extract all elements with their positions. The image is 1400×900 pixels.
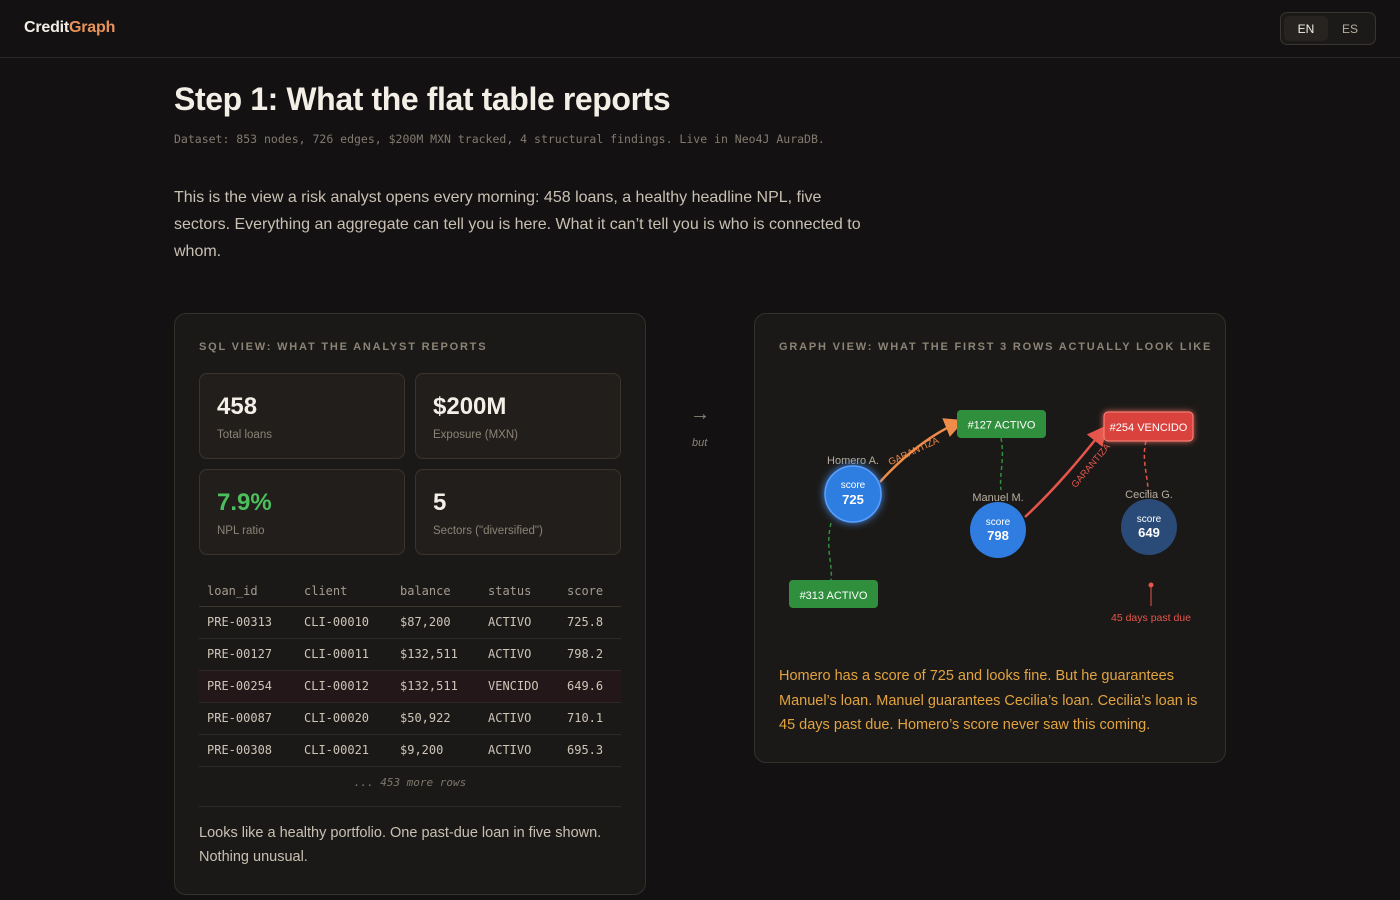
table-row[interactable]: PRE-00127 CLI-00011 $132,511 ACTIVO 798.… [199, 638, 621, 671]
right-arrow-icon: → [690, 403, 710, 425]
cell-client: CLI-00021 [296, 734, 392, 767]
col-loan-id: loan_id [199, 576, 296, 607]
stat-exposure: $200M Exposure (MXN) [415, 373, 621, 459]
edge-homero-guarantees-127 [879, 418, 965, 483]
loan-node-313[interactable] [789, 580, 878, 608]
col-balance: balance [392, 576, 480, 607]
stat-total-loans: 458 Total loans [199, 373, 405, 459]
person-score-label: score [986, 517, 1011, 528]
edge-homero-loan313 [828, 522, 833, 581]
cell-score: 695.3 [559, 734, 621, 767]
stat-value: 5 [433, 489, 447, 516]
cell-score: 725.8 [559, 606, 621, 639]
person-name-cecilia: Cecilia G. [1125, 489, 1173, 501]
logo-part-credit: Credit [24, 19, 70, 36]
cell-loan-id: PRE-00087 [199, 702, 296, 735]
person-node-homero[interactable] [824, 465, 882, 523]
person-score-value: 798 [987, 528, 1009, 543]
stat-value: $200M [433, 393, 507, 420]
person-name-manuel: Manuel M. [972, 492, 1023, 504]
cell-balance: $9,200 [392, 734, 480, 767]
logo-part-graph: Graph [69, 19, 116, 36]
person-score-value: 649 [1138, 525, 1160, 540]
stat-label: Total loans [217, 429, 272, 441]
cell-status: ACTIVO [480, 734, 559, 767]
col-client: client [296, 576, 392, 607]
more-rows-indicator: ... 453 more rows [353, 776, 467, 789]
cell-status: ACTIVO [480, 702, 559, 735]
graph-view-panel: GRAPH VIEW: WHAT THE FIRST 3 ROWS ACTUAL… [754, 313, 1226, 763]
lang-en-button[interactable]: EN [1284, 16, 1328, 41]
connector-label: but [692, 437, 708, 449]
table-row[interactable]: PRE-00308 CLI-00021 $9,200 ACTIVO 695.3 [199, 734, 621, 767]
cell-score: 649.6 [559, 670, 621, 703]
sql-view-panel: SQL VIEW: WHAT THE ANALYST REPORTS 458 T… [174, 313, 646, 895]
cell-score: 710.1 [559, 702, 621, 735]
cell-status: ACTIVO [480, 638, 559, 671]
stat-label: Sectors ("diversified") [433, 525, 543, 537]
graph-view-note: Homero has a score of 725 and looks fine… [779, 668, 1198, 733]
language-toggle: EN ES [1280, 12, 1376, 45]
cell-balance: $132,511 [392, 638, 480, 671]
loan-node-127-label: #127 ACTIVO [968, 420, 1036, 432]
stat-label: NPL ratio [217, 525, 265, 537]
sql-view-label: SQL VIEW: WHAT THE ANALYST REPORTS [199, 341, 488, 353]
cell-client: CLI-00011 [296, 638, 392, 671]
edge-label-guarantee: GARANTIZA [1070, 441, 1114, 490]
person-name-homero: Homero A. [827, 455, 879, 467]
person-score-label: score [1137, 514, 1162, 525]
edge-label-guarantee: GARANTIZA [887, 435, 942, 468]
loan-node-254-label: #254 VENCIDO [1110, 422, 1188, 434]
cell-client: CLI-00012 [296, 670, 392, 703]
lang-es-button[interactable]: ES [1341, 21, 1358, 36]
logo[interactable]: CreditGraph [24, 19, 115, 37]
edge-cecilia-loan254 [1143, 440, 1149, 497]
loans-table: loan_id client balance status score PRE-… [199, 576, 621, 767]
edge-manuel-loan127 [999, 437, 1004, 491]
divider [199, 806, 621, 807]
table-row-past-due[interactable]: PRE-00254 CLI-00012 $132,511 VENCIDO 649… [199, 670, 621, 703]
cell-balance: $50,922 [392, 702, 480, 735]
cell-loan-id: PRE-00127 [199, 638, 296, 671]
cell-status: ACTIVO [480, 606, 559, 639]
stat-label: Exposure (MXN) [433, 429, 518, 441]
cell-score: 798.2 [559, 638, 621, 671]
cell-loan-id: PRE-00254 [199, 670, 296, 703]
stat-sectors: 5 Sectors ("diversified") [415, 469, 621, 555]
stat-npl-ratio: 7.9% NPL ratio [199, 469, 405, 555]
page-title: Step 1: What the flat table reports [174, 81, 671, 117]
cell-balance: $132,511 [392, 670, 480, 703]
stat-value: 7.9% [217, 489, 272, 516]
cell-loan-id: PRE-00313 [199, 606, 296, 639]
past-due-dot [1148, 582, 1154, 588]
cell-client: CLI-00010 [296, 606, 392, 639]
person-node-cecilia[interactable] [1121, 499, 1177, 555]
loan-node-313-label: #313 ACTIVO [800, 590, 868, 602]
loan-node-254[interactable] [1103, 411, 1194, 442]
intro-paragraph: This is the view a risk analyst opens ev… [174, 189, 861, 260]
cell-status: VENCIDO [480, 670, 559, 703]
top-bar: CreditGraph EN ES [0, 0, 1400, 58]
edge-manuel-guarantees-254 [1024, 425, 1108, 518]
dataset-meta: Dataset: 853 nodes, 726 edges, $200M MXN… [174, 132, 825, 146]
graph-view-label: GRAPH VIEW: WHAT THE FIRST 3 ROWS ACTUAL… [779, 341, 1213, 353]
table-row[interactable]: PRE-00313 CLI-00010 $87,200 ACTIVO 725.8 [199, 606, 621, 639]
stat-value: 458 [217, 393, 258, 420]
person-score-label: score [841, 480, 866, 491]
table-row[interactable]: PRE-00087 CLI-00020 $50,922 ACTIVO 710.1 [199, 702, 621, 735]
sql-view-note: Looks like a healthy portfolio. One past… [199, 825, 602, 865]
person-node-manuel[interactable] [970, 502, 1026, 558]
loan-node-127[interactable] [957, 410, 1046, 438]
cell-balance: $87,200 [392, 606, 480, 639]
past-due-label: 45 days past due [1111, 612, 1191, 624]
col-status: status [480, 576, 559, 607]
person-score-value: 725 [842, 492, 864, 507]
table-header-row: loan_id client balance status score [199, 576, 621, 607]
guarantee-graph: GARANTIZA GARANTIZA #127 ACTIVO #254 VEN… [789, 410, 1194, 624]
col-score: score [559, 576, 621, 607]
cell-client: CLI-00020 [296, 702, 392, 735]
cell-loan-id: PRE-00308 [199, 734, 296, 767]
